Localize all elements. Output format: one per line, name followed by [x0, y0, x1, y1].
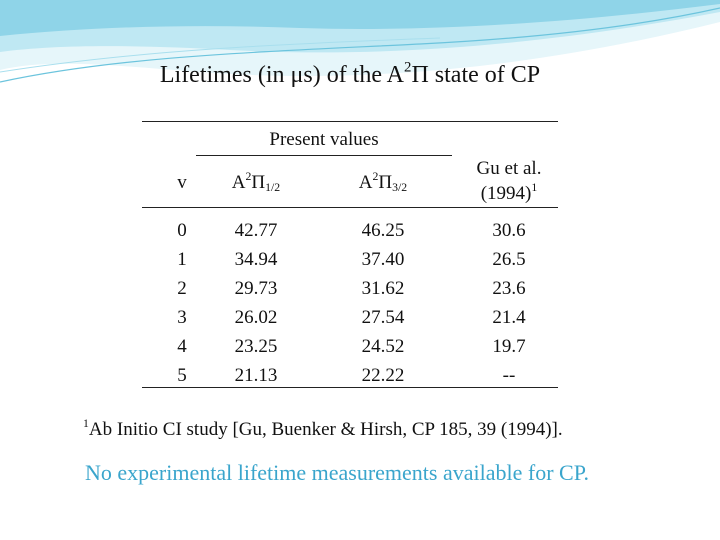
- cell-gu: --: [502, 365, 516, 386]
- table-bottom-rule: [142, 387, 558, 388]
- footnote: 1Ab Initio CI study [Gu, Buenker & Hirsh…: [83, 416, 563, 440]
- cell-v: 1: [177, 249, 187, 270]
- header-a2pi-half: A2Π1/2: [231, 169, 281, 194]
- cell-a2pi-three-halves: 46.25: [361, 220, 405, 241]
- cell-a2pi-half: 23.25: [234, 336, 278, 357]
- cell-gu: 23.6: [492, 278, 526, 299]
- header-rule: [142, 207, 558, 208]
- cell-a2pi-half: 21.13: [234, 365, 278, 386]
- cell-gu: 19.7: [492, 336, 526, 357]
- cell-v: 3: [177, 307, 187, 328]
- cell-a2pi-half: 29.73: [234, 278, 278, 299]
- experimental-note: No experimental lifetime measurements av…: [85, 460, 590, 485]
- cell-gu: 30.6: [492, 220, 526, 241]
- cell-a2pi-half: 34.94: [234, 249, 278, 270]
- cell-gu: 21.4: [492, 307, 526, 328]
- header-a2pi-three-halves: A2Π3/2: [358, 169, 408, 194]
- cell-v: 5: [177, 365, 187, 386]
- cell-a2pi-three-halves: 31.62: [361, 278, 405, 299]
- table-top-rule: [142, 121, 558, 122]
- cell-a2pi-half: 26.02: [234, 307, 278, 328]
- cell-v: 0: [177, 220, 187, 241]
- cell-v: 4: [177, 336, 187, 357]
- cell-a2pi-three-halves: 27.54: [361, 307, 405, 328]
- slide-title: Lifetimes (in μs) of the A2Π state of CP: [159, 59, 541, 88]
- cell-a2pi-three-halves: 24.52: [361, 336, 405, 357]
- cell-gu: 26.5: [492, 249, 526, 270]
- group-header-present-values: Present values: [269, 129, 379, 150]
- header-gu-et-al: Gu et al.: [476, 158, 542, 179]
- cell-a2pi-half: 42.77: [234, 220, 278, 241]
- header-v: v: [177, 172, 187, 193]
- cell-a2pi-three-halves: 37.40: [361, 249, 405, 270]
- group-header-rule: [196, 155, 452, 156]
- header-gu-year: (1994)1: [480, 180, 538, 204]
- cell-a2pi-three-halves: 22.22: [361, 365, 405, 386]
- cell-v: 2: [177, 278, 187, 299]
